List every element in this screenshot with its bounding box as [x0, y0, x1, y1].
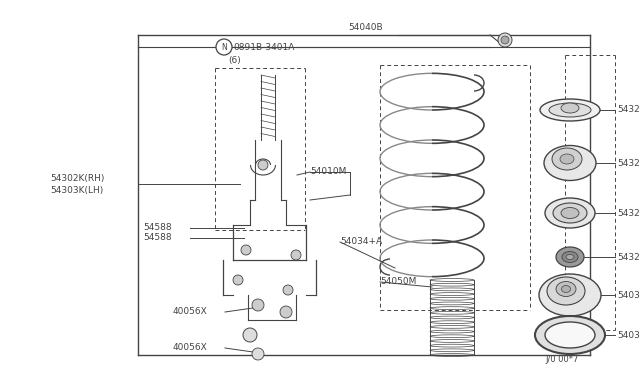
- Circle shape: [252, 348, 264, 360]
- Text: 54320: 54320: [617, 158, 640, 167]
- Text: 40056X: 40056X: [173, 308, 208, 317]
- Circle shape: [280, 306, 292, 318]
- Text: (6): (6): [228, 55, 241, 64]
- Ellipse shape: [544, 145, 596, 180]
- Text: 54040B: 54040B: [348, 23, 383, 32]
- Circle shape: [233, 275, 243, 285]
- Circle shape: [258, 160, 268, 170]
- Text: 54036: 54036: [617, 291, 640, 299]
- Text: 0891B-3401A: 0891B-3401A: [233, 42, 294, 51]
- Text: 54050M: 54050M: [380, 278, 417, 286]
- Text: 54329N: 54329N: [617, 106, 640, 115]
- Ellipse shape: [549, 103, 591, 117]
- Circle shape: [216, 39, 232, 55]
- Ellipse shape: [547, 277, 585, 305]
- Ellipse shape: [556, 247, 584, 267]
- Ellipse shape: [566, 254, 574, 260]
- Ellipse shape: [561, 103, 579, 113]
- Text: J/0 00*7: J/0 00*7: [545, 356, 579, 365]
- Ellipse shape: [540, 99, 600, 121]
- Text: 40056X: 40056X: [173, 343, 208, 353]
- Ellipse shape: [556, 282, 576, 296]
- Circle shape: [498, 33, 512, 47]
- Ellipse shape: [545, 198, 595, 228]
- Ellipse shape: [545, 322, 595, 348]
- Ellipse shape: [562, 251, 578, 263]
- Ellipse shape: [561, 208, 579, 218]
- Text: 54302K(RH): 54302K(RH): [50, 173, 104, 183]
- Text: 54303K(LH): 54303K(LH): [50, 186, 103, 195]
- Text: 54034+A: 54034+A: [340, 237, 382, 247]
- Text: 54034+C: 54034+C: [617, 330, 640, 340]
- Text: 54325: 54325: [617, 253, 640, 262]
- Text: N: N: [221, 42, 227, 51]
- Circle shape: [283, 285, 293, 295]
- Circle shape: [252, 299, 264, 311]
- Circle shape: [241, 245, 251, 255]
- Circle shape: [291, 250, 301, 260]
- Circle shape: [501, 36, 509, 44]
- Ellipse shape: [539, 274, 601, 316]
- Text: 54010M: 54010M: [310, 167, 346, 176]
- Text: 54588: 54588: [143, 224, 172, 232]
- Ellipse shape: [561, 285, 570, 292]
- Text: 54588: 54588: [143, 234, 172, 243]
- Ellipse shape: [560, 154, 574, 164]
- Circle shape: [243, 328, 257, 342]
- Ellipse shape: [535, 316, 605, 354]
- Ellipse shape: [553, 203, 587, 223]
- Ellipse shape: [552, 148, 582, 170]
- Text: 54322: 54322: [617, 208, 640, 218]
